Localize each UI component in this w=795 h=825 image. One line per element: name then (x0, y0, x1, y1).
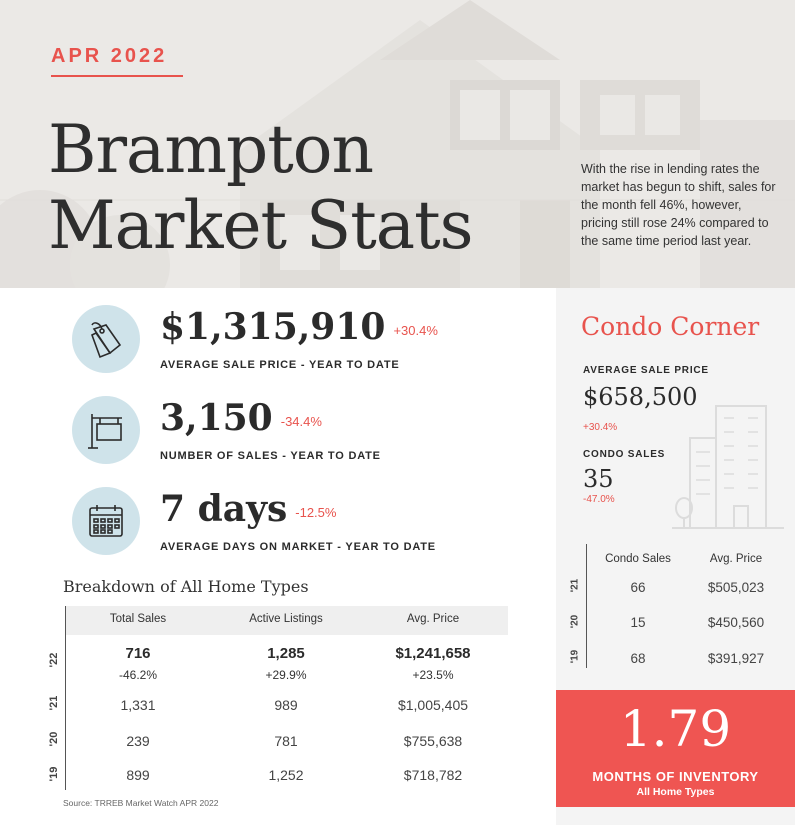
condo-sales-label: CONDO SALES (583, 449, 666, 460)
main-stats-panel (0, 288, 556, 825)
table-cell: $505,023 (707, 580, 765, 595)
table-cell: 1,285 (267, 645, 305, 662)
row-year-label: '19 (569, 649, 581, 664)
row-year-label: '20 (48, 731, 60, 747)
stat-value-number: $1,315,910 (160, 306, 386, 348)
column-header-condo-sales: Condo Sales (605, 553, 671, 565)
condo-sales-value: 35 (583, 465, 614, 493)
row-year-label: '22 (48, 652, 60, 668)
stat-value-number: 7 days (160, 488, 288, 530)
row-year-label: '19 (48, 766, 60, 782)
condo-building-icon (672, 405, 784, 529)
stat-icon-circle (72, 396, 140, 464)
row-year-label: '21 (569, 578, 581, 593)
stat-change: +30.4% (393, 323, 438, 338)
table-cell: 989 (274, 697, 298, 713)
condo-avg-price-value: $658,500 (583, 383, 698, 411)
table-cell-change: +29.9% (265, 668, 307, 682)
stat-label: NUMBER OF SALES - YEAR TO DATE (160, 450, 381, 462)
column-header-condo-avg-price: Avg. Price (709, 553, 763, 565)
column-header-avg-price: Avg. Price (406, 613, 460, 625)
stat-change: -12.5% (295, 505, 337, 520)
stat-value: 3,150 -34.4% (160, 396, 322, 444)
stat-days-on-market: 7 days -12.5% AVERAGE DAYS ON MARKET - YE… (72, 487, 552, 557)
date-underline (51, 75, 183, 77)
table-cell: 66 (630, 580, 646, 595)
report-date: APR 2022 (51, 45, 168, 67)
table-cell: $450,560 (707, 615, 765, 630)
table-cell: 239 (126, 733, 150, 749)
inventory-label: MONTHS OF INVENTORY (592, 769, 759, 784)
stat-value: 7 days -12.5% (160, 487, 336, 535)
page-title: Brampton Market Stats (48, 111, 474, 264)
stat-number-of-sales: 3,150 -34.4% NUMBER OF SALES - YEAR TO DA… (72, 396, 552, 466)
title-line-1: Brampton (48, 111, 374, 188)
table-cell: $1,241,658 (395, 645, 471, 662)
for-sale-sign-icon (88, 414, 122, 449)
table-cell: $1,005,405 (397, 697, 469, 713)
breakdown-axis-line (65, 606, 66, 790)
stat-icon-circle (72, 305, 140, 373)
calendar-icon (89, 505, 123, 537)
condo-table-axis-line (586, 544, 587, 668)
table-cell-change: -46.2% (118, 668, 158, 682)
table-cell-change: +23.5% (412, 668, 454, 682)
condo-sales-change: -47.0% (583, 494, 615, 505)
breakdown-title: Breakdown of All Home Types (63, 577, 309, 596)
months-of-inventory-box: 1.79 MONTHS OF INVENTORY All Home Types (556, 690, 795, 807)
table-cell: 68 (630, 651, 646, 666)
table-cell: 15 (630, 615, 646, 630)
price-tag-icon (91, 322, 122, 359)
stat-average-sale-price: $1,315,910 +30.4% AVERAGE SALE PRICE - YE… (72, 305, 552, 375)
inventory-value: 1.79 (619, 700, 732, 758)
table-cell: 716 (125, 645, 151, 662)
condo-avg-price-change: +30.4% (583, 422, 618, 433)
column-header-total-sales: Total Sales (109, 613, 167, 625)
breakdown-header-row (65, 606, 508, 635)
column-header-active-listings: Active Listings (249, 613, 323, 625)
condo-avg-price-label: AVERAGE SALE PRICE (583, 365, 709, 376)
source-note: Source: TRREB Market Watch APR 2022 (63, 798, 219, 808)
stat-label: AVERAGE SALE PRICE - YEAR TO DATE (160, 359, 400, 371)
intro-text: With the rise in lending rates the marke… (581, 162, 776, 248)
row-year-label: '21 (48, 695, 60, 711)
table-cell: $718,782 (403, 767, 463, 783)
hero-banner: APR 2022 Brampton Market Stats With the … (0, 0, 795, 288)
row-year-label: '20 (569, 614, 581, 629)
table-cell: 1,252 (268, 767, 304, 783)
stat-value-number: 3,150 (160, 397, 273, 439)
stat-value: $1,315,910 +30.4% (160, 305, 438, 353)
condo-corner-title: Condo Corner (581, 312, 760, 341)
table-cell: $391,927 (707, 651, 765, 666)
title-line-2: Market Stats (48, 187, 474, 264)
table-cell: $755,638 (403, 733, 463, 749)
table-cell: 899 (126, 767, 150, 783)
stat-label: AVERAGE DAYS ON MARKET - YEAR TO DATE (160, 541, 436, 553)
stat-change: -34.4% (280, 414, 322, 429)
inventory-subtitle: All Home Types (636, 786, 715, 798)
stat-icon-circle (72, 487, 140, 555)
house-background-image (0, 0, 795, 288)
table-cell: 1,331 (120, 697, 156, 713)
table-cell: 781 (274, 733, 298, 749)
